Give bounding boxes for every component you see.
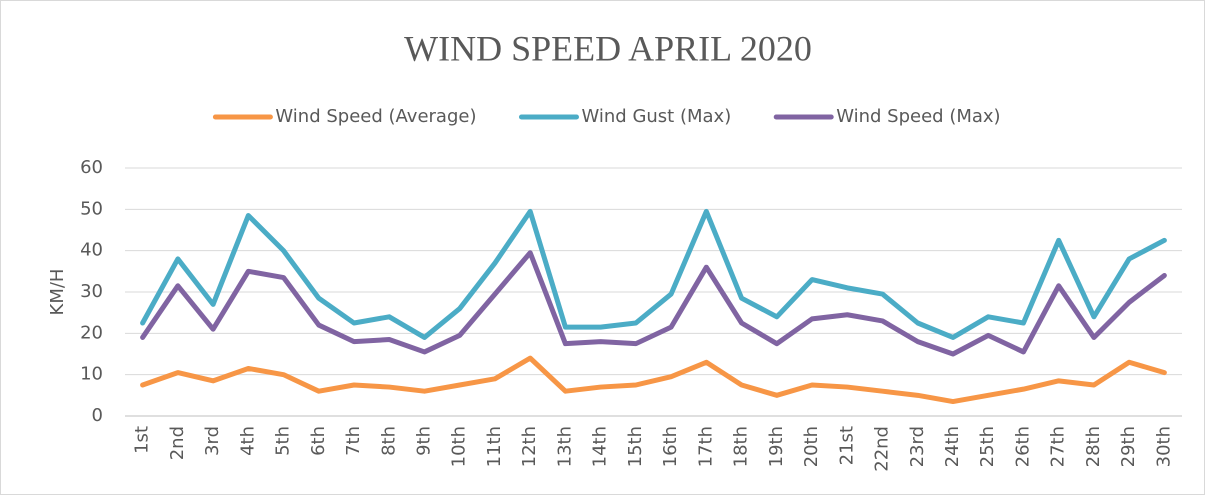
y-tick-label: 10 [80,364,103,385]
x-tick-label: 19th [766,426,787,467]
x-tick-label: 22nd [872,426,893,472]
x-tick-label: 6th [308,426,329,456]
y-tick-label: 40 [80,240,103,261]
x-tick-label: 14th [590,426,611,467]
x-tick-label: 29th [1118,426,1139,467]
y-tick-label: 30 [80,281,103,302]
legend-item: Wind Speed (Max) [773,106,1001,127]
x-tick-label: 3rd [202,426,223,456]
x-tick-label: 5th [273,426,294,456]
x-tick-label: 18th [731,426,752,467]
y-tick-label: 50 [80,198,103,219]
x-tick-label: 8th [378,426,399,456]
x-tick-label: 2nd [167,426,188,460]
x-tick-label: 20th [801,426,822,467]
y-tick-label: 60 [80,157,103,178]
y-tick-label: 20 [80,322,103,343]
series-line [140,208,1167,340]
series-line [140,250,1167,357]
x-tick-label: 10th [449,426,470,467]
x-tick-label: 16th [660,426,681,467]
series-line [140,355,1167,405]
x-tick-label: 28th [1083,426,1104,467]
x-tick-label: 26th [1012,426,1033,467]
chart-title: WIND SPEED APRIL 2020 [404,28,812,68]
legend: Wind Speed (Average) Wind Gust (Max) Wind … [212,106,1001,127]
legend-label: Wind Speed (Average) [275,106,476,127]
x-tick-label: 23rd [907,426,928,467]
x-tick-label: 1st [132,426,153,454]
y-tick-label: 0 [92,405,103,426]
x-tick-label: 15th [625,426,646,467]
x-tick-label: 17th [695,426,716,467]
y-axis-label: KM/H [47,269,68,316]
x-tick-label: 27th [1048,426,1069,467]
legend-item: Wind Speed (Average) [212,106,476,127]
x-tick-label: 21st [836,426,857,465]
x-tick-label: 24th [942,426,963,467]
legend-item: Wind Gust (Max) [518,106,731,127]
x-tick-label: 25th [977,426,998,467]
x-tick-label: 13th [554,426,575,467]
x-tick-label: 30th [1153,426,1174,467]
x-tick-label: 12th [519,426,540,467]
x-tick-label: 7th [343,426,364,456]
x-tick-label: 9th [413,426,434,456]
legend-label: Wind Speed (Max) [836,106,1000,127]
x-tick-label: 11th [484,426,505,467]
x-tick-label: 4th [237,426,258,456]
legend-label: Wind Gust (Max) [581,106,731,127]
